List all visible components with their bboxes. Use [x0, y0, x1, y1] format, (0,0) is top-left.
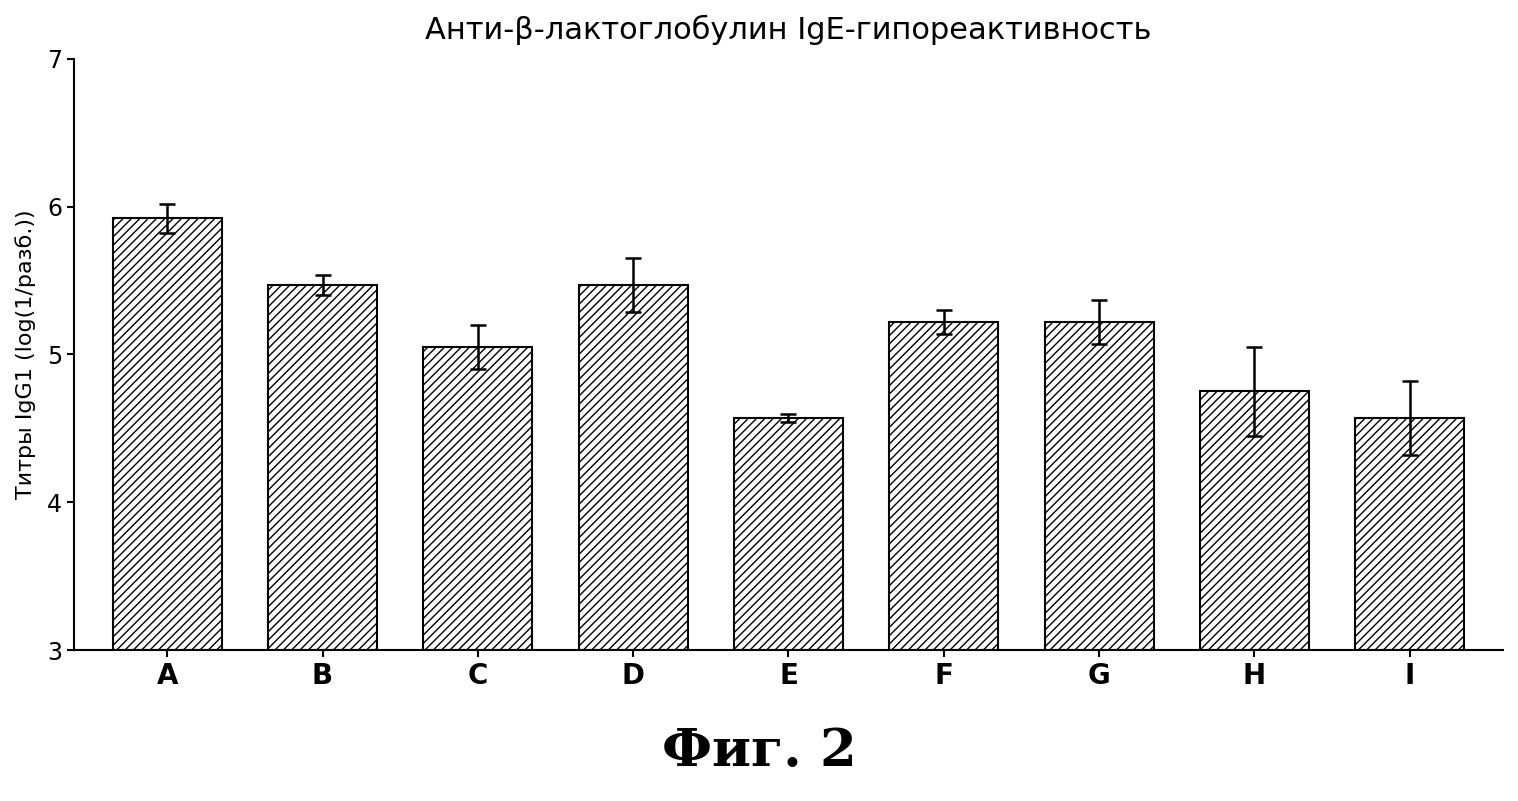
Bar — [1356, 418, 1465, 650]
Bar — [890, 322, 999, 650]
Bar — [424, 347, 533, 650]
Bar — [1201, 392, 1309, 650]
Bar — [112, 219, 222, 650]
Bar — [735, 418, 842, 650]
Bar — [269, 285, 376, 650]
Text: Фиг. 2: Фиг. 2 — [662, 726, 856, 777]
Bar — [1044, 322, 1154, 650]
Y-axis label: Титры IgG1 (log(1/разб.)): Титры IgG1 (log(1/разб.)) — [15, 210, 36, 499]
Title: Анти-β-лактоглобулин IgE-гипореактивность: Анти-β-лактоглобулин IgE-гипореактивност… — [425, 15, 1152, 46]
Bar — [578, 285, 688, 650]
